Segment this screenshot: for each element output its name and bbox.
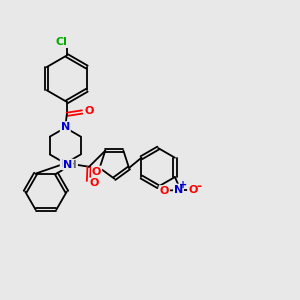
Text: O: O [84, 106, 94, 116]
Text: N: N [61, 122, 70, 132]
Text: N: N [174, 184, 183, 194]
Text: H: H [68, 160, 77, 170]
Text: +: + [179, 180, 187, 190]
Text: N: N [63, 160, 72, 170]
Text: Cl: Cl [56, 37, 68, 47]
Text: O: O [92, 167, 101, 176]
Text: O: O [160, 186, 169, 196]
Text: N: N [61, 159, 70, 169]
Text: O: O [89, 178, 98, 188]
Text: -: - [196, 180, 201, 193]
Text: O: O [188, 185, 197, 195]
